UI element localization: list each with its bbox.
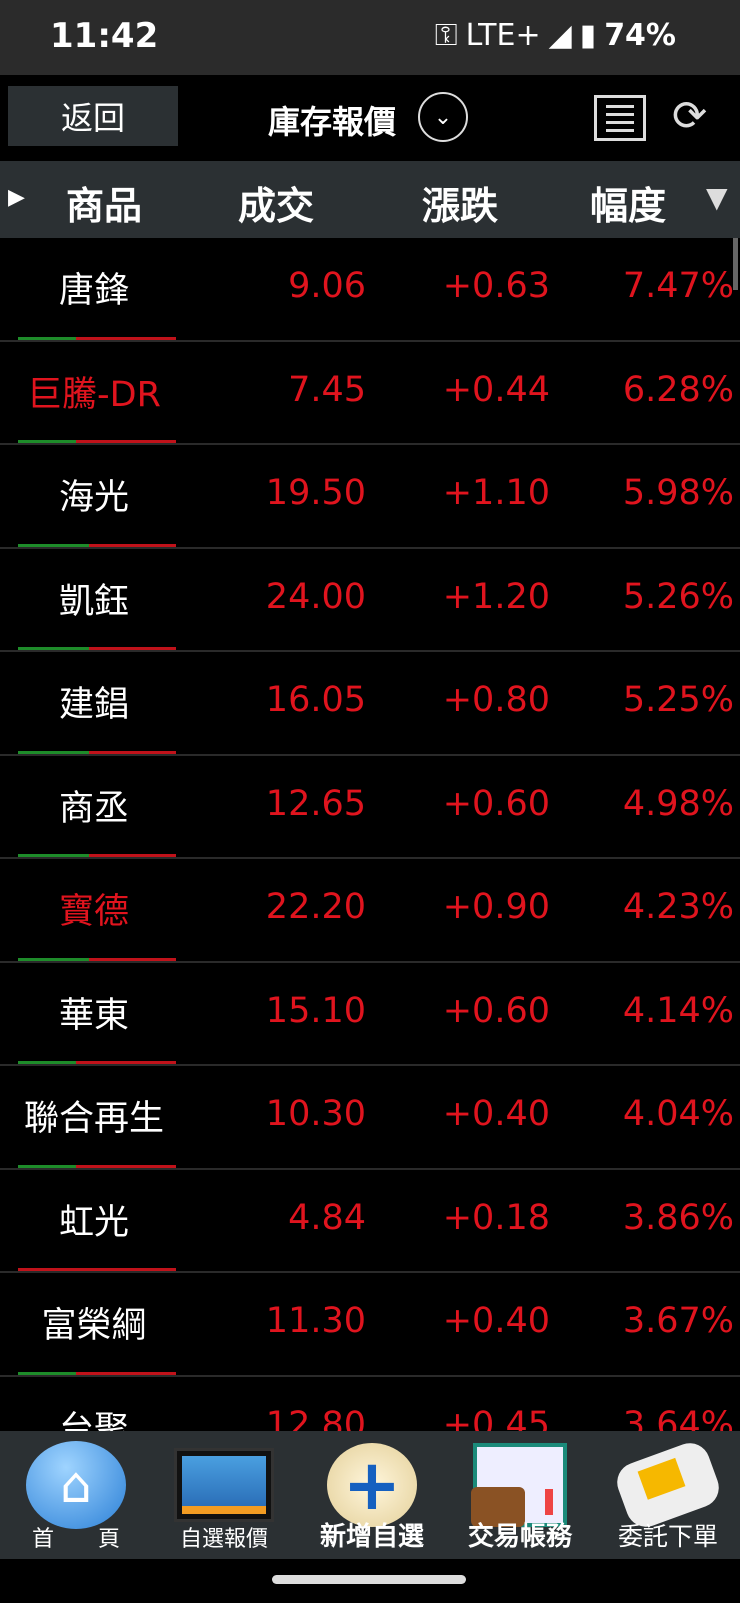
status-bar: 11:42 ⚿ LTE+ ◢ ▮ 74%	[0, 0, 740, 75]
table-row[interactable]: 商丞 12.65 +0.60 4.98%	[0, 756, 740, 859]
col-change[interactable]: 漲跌	[422, 184, 499, 228]
change-pct: 6.28%	[622, 369, 734, 410]
table-row[interactable]: 唐鋒 9.06 +0.63 7.47%	[0, 238, 740, 342]
network-type: LTE+	[465, 18, 541, 53]
expand-left-icon[interactable]: ▶	[8, 185, 25, 210]
stock-name[interactable]: 唐鋒	[58, 271, 129, 311]
price: 9.06	[288, 266, 366, 306]
price: 7.45	[288, 369, 366, 410]
change: +0.40	[442, 1094, 550, 1134]
top-nav: 返回 庫存報價 ⌄ ⟳	[0, 75, 740, 161]
price: 22.20	[265, 887, 366, 927]
plus-icon: +	[322, 1441, 422, 1529]
col-name[interactable]: 商品	[66, 184, 143, 228]
home-indicator[interactable]	[272, 1575, 466, 1584]
change-pct: 7.47%	[622, 266, 734, 306]
table-row[interactable]: 寶德 22.20 +0.90 4.23%	[0, 859, 740, 963]
stock-name[interactable]: 巨騰-DR	[27, 374, 161, 415]
tab-watchlist[interactable]: 自選報價	[150, 1431, 298, 1559]
table-row[interactable]: 凱鈺 24.00 +1.20 5.26%	[0, 549, 740, 652]
bid-ask-bar	[18, 440, 176, 443]
table-row[interactable]: 華東 15.10 +0.60 4.14%	[0, 963, 740, 1066]
stock-name[interactable]: 商丞	[58, 788, 129, 829]
col-price[interactable]: 成交	[238, 184, 315, 228]
change-pct: 5.98%	[622, 473, 734, 513]
change-pct: 4.04%	[622, 1094, 734, 1134]
battery-level: 74%	[604, 18, 676, 53]
list-icon[interactable]	[594, 95, 646, 141]
bid-ask-bar	[18, 647, 176, 650]
change: +0.63	[442, 266, 550, 306]
stock-name[interactable]: 凱鈺	[58, 581, 129, 622]
change-pct: 3.67%	[622, 1301, 734, 1341]
stock-name[interactable]: 富榮綱	[41, 1306, 147, 1346]
table-row[interactable]: 虹光 4.84 +0.18 3.86%	[0, 1170, 740, 1273]
bid-ask-bar	[18, 336, 176, 340]
bid-ask-bar	[18, 854, 176, 857]
tab-add-watchlist[interactable]: + 新增自選	[298, 1431, 446, 1559]
price: 15.10	[265, 990, 366, 1031]
vpn-key-icon: ⚿	[434, 18, 458, 53]
change: +0.90	[442, 887, 550, 927]
change: +0.60	[442, 990, 550, 1031]
scrollbar[interactable]	[733, 238, 738, 290]
change: +0.44	[442, 369, 550, 410]
stock-name[interactable]: 寶德	[58, 892, 129, 932]
tab-order[interactable]: 委託下單	[594, 1431, 740, 1559]
refresh-icon[interactable]: ⟳	[672, 91, 708, 140]
price: 4.84	[288, 1197, 366, 1238]
table-row[interactable]: 建錩 16.05 +0.80 5.25%	[0, 652, 740, 756]
bid-ask-bar	[18, 957, 176, 961]
home-icon: ⌂	[26, 1441, 126, 1529]
bid-ask-bar	[18, 1164, 176, 1168]
wallet-report-icon	[470, 1441, 570, 1529]
change-pct: 3.86%	[622, 1197, 734, 1238]
bid-ask-bar	[18, 1061, 176, 1064]
table-row[interactable]: 富榮綱 11.30 +0.40 3.67%	[0, 1273, 740, 1377]
bid-ask-bar	[18, 543, 176, 547]
price: 10.30	[265, 1094, 366, 1134]
change-pct: 4.23%	[622, 887, 734, 927]
price: 24.00	[265, 576, 366, 617]
price: 19.50	[265, 473, 366, 513]
table-row[interactable]: 巨騰-DR 7.45 +0.44 6.28%	[0, 342, 740, 445]
change-pct: 5.26%	[622, 576, 734, 617]
change-pct: 4.98%	[622, 783, 734, 824]
change: +0.18	[442, 1197, 550, 1238]
price: 11.30	[265, 1301, 366, 1341]
change: +0.60	[442, 783, 550, 824]
tab-home[interactable]: ⌂ 首 頁	[2, 1431, 150, 1559]
change: +1.20	[442, 576, 550, 617]
table-row[interactable]: 聯合再生 10.30 +0.40 4.04%	[0, 1066, 740, 1170]
col-pct[interactable]: 幅度	[590, 184, 667, 228]
price: 16.05	[265, 680, 366, 720]
stock-name[interactable]: 建錩	[58, 685, 129, 725]
page-title[interactable]: 庫存報價	[268, 103, 397, 141]
clock: 11:42	[50, 16, 159, 56]
table-row[interactable]: 海光 19.50 +1.10 5.98%	[0, 445, 740, 549]
trade-order-icon	[611, 1437, 725, 1533]
table-header: ▶ 商品 成交 漲跌 幅度 ▼	[0, 161, 740, 238]
change: +0.40	[442, 1301, 550, 1341]
signal-icon: ◢	[548, 18, 572, 53]
change-pct: 5.25%	[622, 680, 734, 720]
stock-name[interactable]: 虹光	[58, 1202, 129, 1243]
bid-ask-bar	[18, 1371, 176, 1375]
bid-ask-bar	[18, 750, 176, 754]
stock-name[interactable]: 華東	[58, 995, 129, 1036]
sort-down-icon[interactable]: ▼	[706, 181, 728, 214]
tablet-chart-icon	[174, 1441, 274, 1529]
battery-icon: ▮	[579, 18, 597, 53]
tab-account[interactable]: 交易帳務	[446, 1431, 594, 1559]
price: 12.65	[265, 783, 366, 824]
stock-name[interactable]: 海光	[58, 478, 129, 518]
change: +1.10	[442, 473, 550, 513]
back-button[interactable]: 返回	[8, 86, 178, 146]
bid-ask-bar	[18, 1268, 176, 1271]
change-pct: 4.14%	[622, 990, 734, 1031]
chevron-down-icon[interactable]: ⌄	[418, 92, 468, 142]
change: +0.80	[442, 680, 550, 720]
stock-name[interactable]: 聯合再生	[23, 1099, 164, 1139]
bottom-nav: ⌂ 首 頁 自選報價 + 新增自選 交易帳務 委託下單	[0, 1431, 740, 1559]
